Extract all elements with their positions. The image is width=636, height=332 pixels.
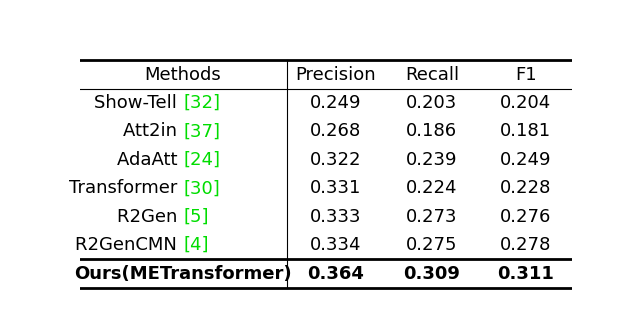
Text: [5]: [5] [183, 208, 209, 226]
Text: 0.311: 0.311 [497, 265, 554, 283]
Text: 0.249: 0.249 [310, 94, 361, 112]
Text: 0.204: 0.204 [500, 94, 551, 112]
Text: 0.186: 0.186 [406, 123, 457, 140]
Text: 0.331: 0.331 [310, 179, 361, 197]
Text: [4]: [4] [183, 236, 209, 254]
Text: Show-Tell: Show-Tell [94, 94, 183, 112]
Text: 0.268: 0.268 [310, 123, 361, 140]
Text: Methods: Methods [144, 65, 221, 84]
Text: 0.228: 0.228 [500, 179, 551, 197]
Text: F1: F1 [515, 65, 536, 84]
Text: 0.278: 0.278 [500, 236, 551, 254]
Text: [32]: [32] [183, 94, 220, 112]
Text: [24]: [24] [183, 151, 220, 169]
Text: 0.276: 0.276 [500, 208, 551, 226]
Text: 0.322: 0.322 [310, 151, 361, 169]
Text: 0.309: 0.309 [403, 265, 460, 283]
Text: 0.275: 0.275 [406, 236, 458, 254]
Text: AdaAtt: AdaAtt [117, 151, 183, 169]
Text: Precision: Precision [296, 65, 376, 84]
Text: R2GenCMN: R2GenCMN [76, 236, 183, 254]
Text: R2Gen: R2Gen [117, 208, 183, 226]
Text: 0.273: 0.273 [406, 208, 458, 226]
Text: 0.239: 0.239 [406, 151, 458, 169]
Text: [37]: [37] [183, 123, 220, 140]
Text: 0.203: 0.203 [406, 94, 457, 112]
Text: 0.333: 0.333 [310, 208, 361, 226]
Text: Att2in: Att2in [123, 123, 183, 140]
Text: Transformer: Transformer [69, 179, 183, 197]
Text: Recall: Recall [405, 65, 459, 84]
Text: 0.364: 0.364 [307, 265, 364, 283]
Text: 0.249: 0.249 [500, 151, 551, 169]
Text: [30]: [30] [183, 179, 220, 197]
Text: 0.181: 0.181 [500, 123, 551, 140]
Text: 0.334: 0.334 [310, 236, 361, 254]
Text: Ours(METransformer): Ours(METransformer) [74, 265, 292, 283]
Text: 0.224: 0.224 [406, 179, 458, 197]
